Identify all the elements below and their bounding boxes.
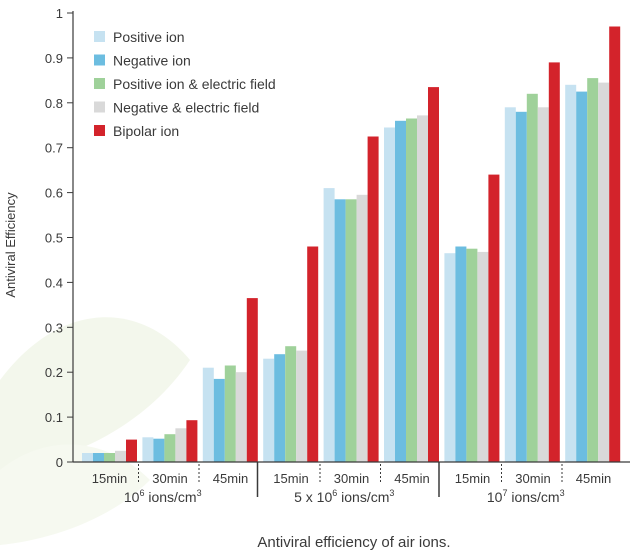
bar: [504, 107, 516, 463]
bar: [428, 87, 439, 462]
legend-swatch: [94, 54, 105, 66]
bar: [285, 346, 297, 462]
bar: [246, 298, 258, 462]
legend-label: Negative & electric field: [113, 100, 259, 116]
category-label: 15min: [92, 471, 127, 486]
bar: [488, 174, 500, 462]
legend-label: Positive ion: [113, 29, 185, 45]
bar: [126, 439, 137, 462]
bar: [115, 450, 126, 462]
bar: [307, 246, 319, 462]
y-tick-label: 0.1: [45, 410, 63, 425]
bar: [142, 437, 154, 462]
bar: [587, 78, 599, 462]
bar: [598, 82, 610, 462]
bar: [274, 354, 286, 462]
bar: [515, 111, 527, 463]
legend-swatch: [94, 31, 105, 42]
y-tick-label: 0.5: [45, 231, 63, 246]
category-label: 45min: [213, 471, 248, 486]
bar: [263, 358, 275, 462]
bar: [93, 453, 104, 462]
bar: [224, 365, 236, 462]
bar: [186, 420, 198, 462]
bar: [345, 199, 357, 463]
x-axis: 15min 30min 45min 15min 30min 45min 15min 30min…: [73, 461, 630, 505]
group-label: 107 ions/cm3: [487, 488, 565, 505]
bar: [395, 120, 406, 463]
group-label: 106 ions/cm3: [124, 488, 202, 505]
y-tick-label: 0: [56, 455, 63, 470]
y-tick-label: 0.8: [45, 96, 63, 111]
bar: [417, 115, 428, 463]
bar: [164, 434, 176, 462]
legend-label: Positive ion & electric field: [113, 76, 276, 92]
legend: Positive ion Negative ion Positive ion & e…: [94, 29, 276, 139]
bar: [175, 428, 187, 462]
bar: [367, 136, 379, 462]
category-label: 30min: [334, 471, 369, 486]
bar: [153, 438, 165, 462]
bar: [334, 199, 346, 463]
bar: [82, 453, 93, 462]
bar: [406, 118, 417, 462]
bar: [576, 91, 588, 462]
legend-swatch: [94, 101, 105, 113]
legend-swatch: [94, 78, 105, 89]
bar: [213, 378, 225, 462]
bar: [466, 248, 478, 462]
bar: [548, 62, 560, 463]
bar: [537, 107, 549, 463]
bar: [104, 453, 115, 462]
y-tick-label: 1: [56, 6, 63, 21]
category-label: 30min: [515, 471, 550, 486]
category-label: 30min: [152, 471, 187, 486]
bar: [455, 246, 467, 462]
y-tick-label: 0.7: [45, 141, 63, 156]
bar: [202, 367, 214, 462]
category-label: 15min: [273, 471, 308, 486]
y-tick-label: 0.3: [45, 320, 63, 335]
bar: [323, 188, 335, 462]
y-tick-label: 0.2: [45, 365, 63, 380]
chart-caption: Antiviral efficiency of air ions.: [257, 534, 450, 551]
bar: [296, 350, 308, 462]
bar: [235, 372, 247, 462]
bar: [565, 84, 577, 463]
y-tick-label: 0.4: [45, 275, 63, 290]
bar: [444, 253, 456, 462]
bar: [356, 194, 368, 463]
bars: [82, 26, 621, 463]
y-tick-label: 0.9: [45, 51, 63, 66]
category-label: 15min: [455, 471, 490, 486]
background-leaf-decoration: [0, 317, 190, 545]
legend-label: Negative ion: [113, 53, 191, 69]
category-label: 45min: [394, 471, 429, 486]
y-axis: 0 0.1 0.2 0.3 0.4 0.5 0.6 0.7 0.8 0.9 1: [45, 6, 74, 470]
bar: [526, 93, 538, 463]
y-tick-label: 0.6: [45, 186, 63, 201]
bar: [477, 251, 489, 462]
bar: [609, 26, 621, 462]
legend-label: Bipolar ion: [113, 123, 179, 139]
legend-swatch: [94, 125, 105, 136]
category-label: 45min: [576, 471, 611, 486]
bar: [384, 127, 395, 462]
y-axis-label: Antiviral Efficiency: [3, 192, 18, 298]
group-label: 5 x 106 ions/cm3: [294, 488, 394, 505]
